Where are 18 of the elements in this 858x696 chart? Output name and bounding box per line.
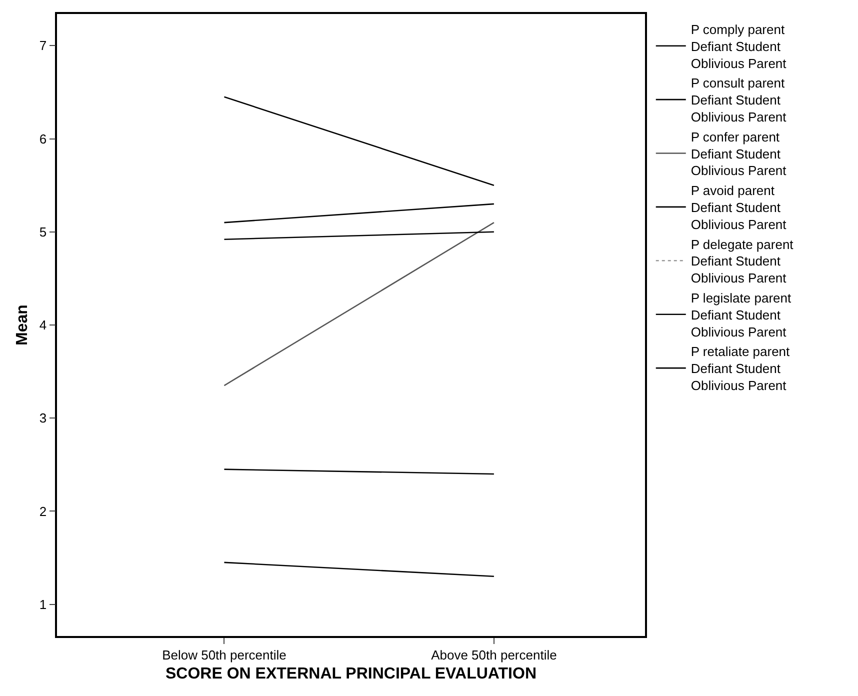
- x-tick-label: Above 50th percentile: [431, 647, 557, 662]
- legend-label: P legislate parent Defiant Student Oblivious Parent: [690, 290, 792, 340]
- legend-label: P comply parent Defiant Student Oblivious Parent: [690, 22, 787, 71]
- y-tick-label: 6: [39, 131, 47, 146]
- x-axis-title: SCORE ON EXTERNAL PRINCIPAL EVALUATION: [166, 666, 536, 683]
- y-tick-label: 2: [39, 504, 47, 519]
- y-tick-label: 1: [39, 596, 47, 612]
- x-tick-label: Below 50th percentile: [162, 647, 286, 662]
- y-axis-title: Mean: [14, 304, 31, 346]
- legend-label: P confer parent Defiant Student Oblivious Parent: [690, 129, 787, 178]
- y-tick-label: 3: [39, 410, 47, 426]
- y-tick-label: 7: [39, 38, 47, 54]
- legend-label: P avoid parent Defiant Student Oblivious Parent: [690, 183, 787, 232]
- y-tick-label: 5: [39, 224, 47, 240]
- legend-label: P delegate parent Defiant Student Oblivious Parent: [690, 236, 794, 286]
- y-tick-label: 4: [39, 318, 47, 333]
- legend-label: P consult parent Defiant Student Oblivious Parent: [690, 76, 787, 125]
- legend-label: P retaliate parent Defiant Student Oblivious Parent: [690, 344, 790, 394]
